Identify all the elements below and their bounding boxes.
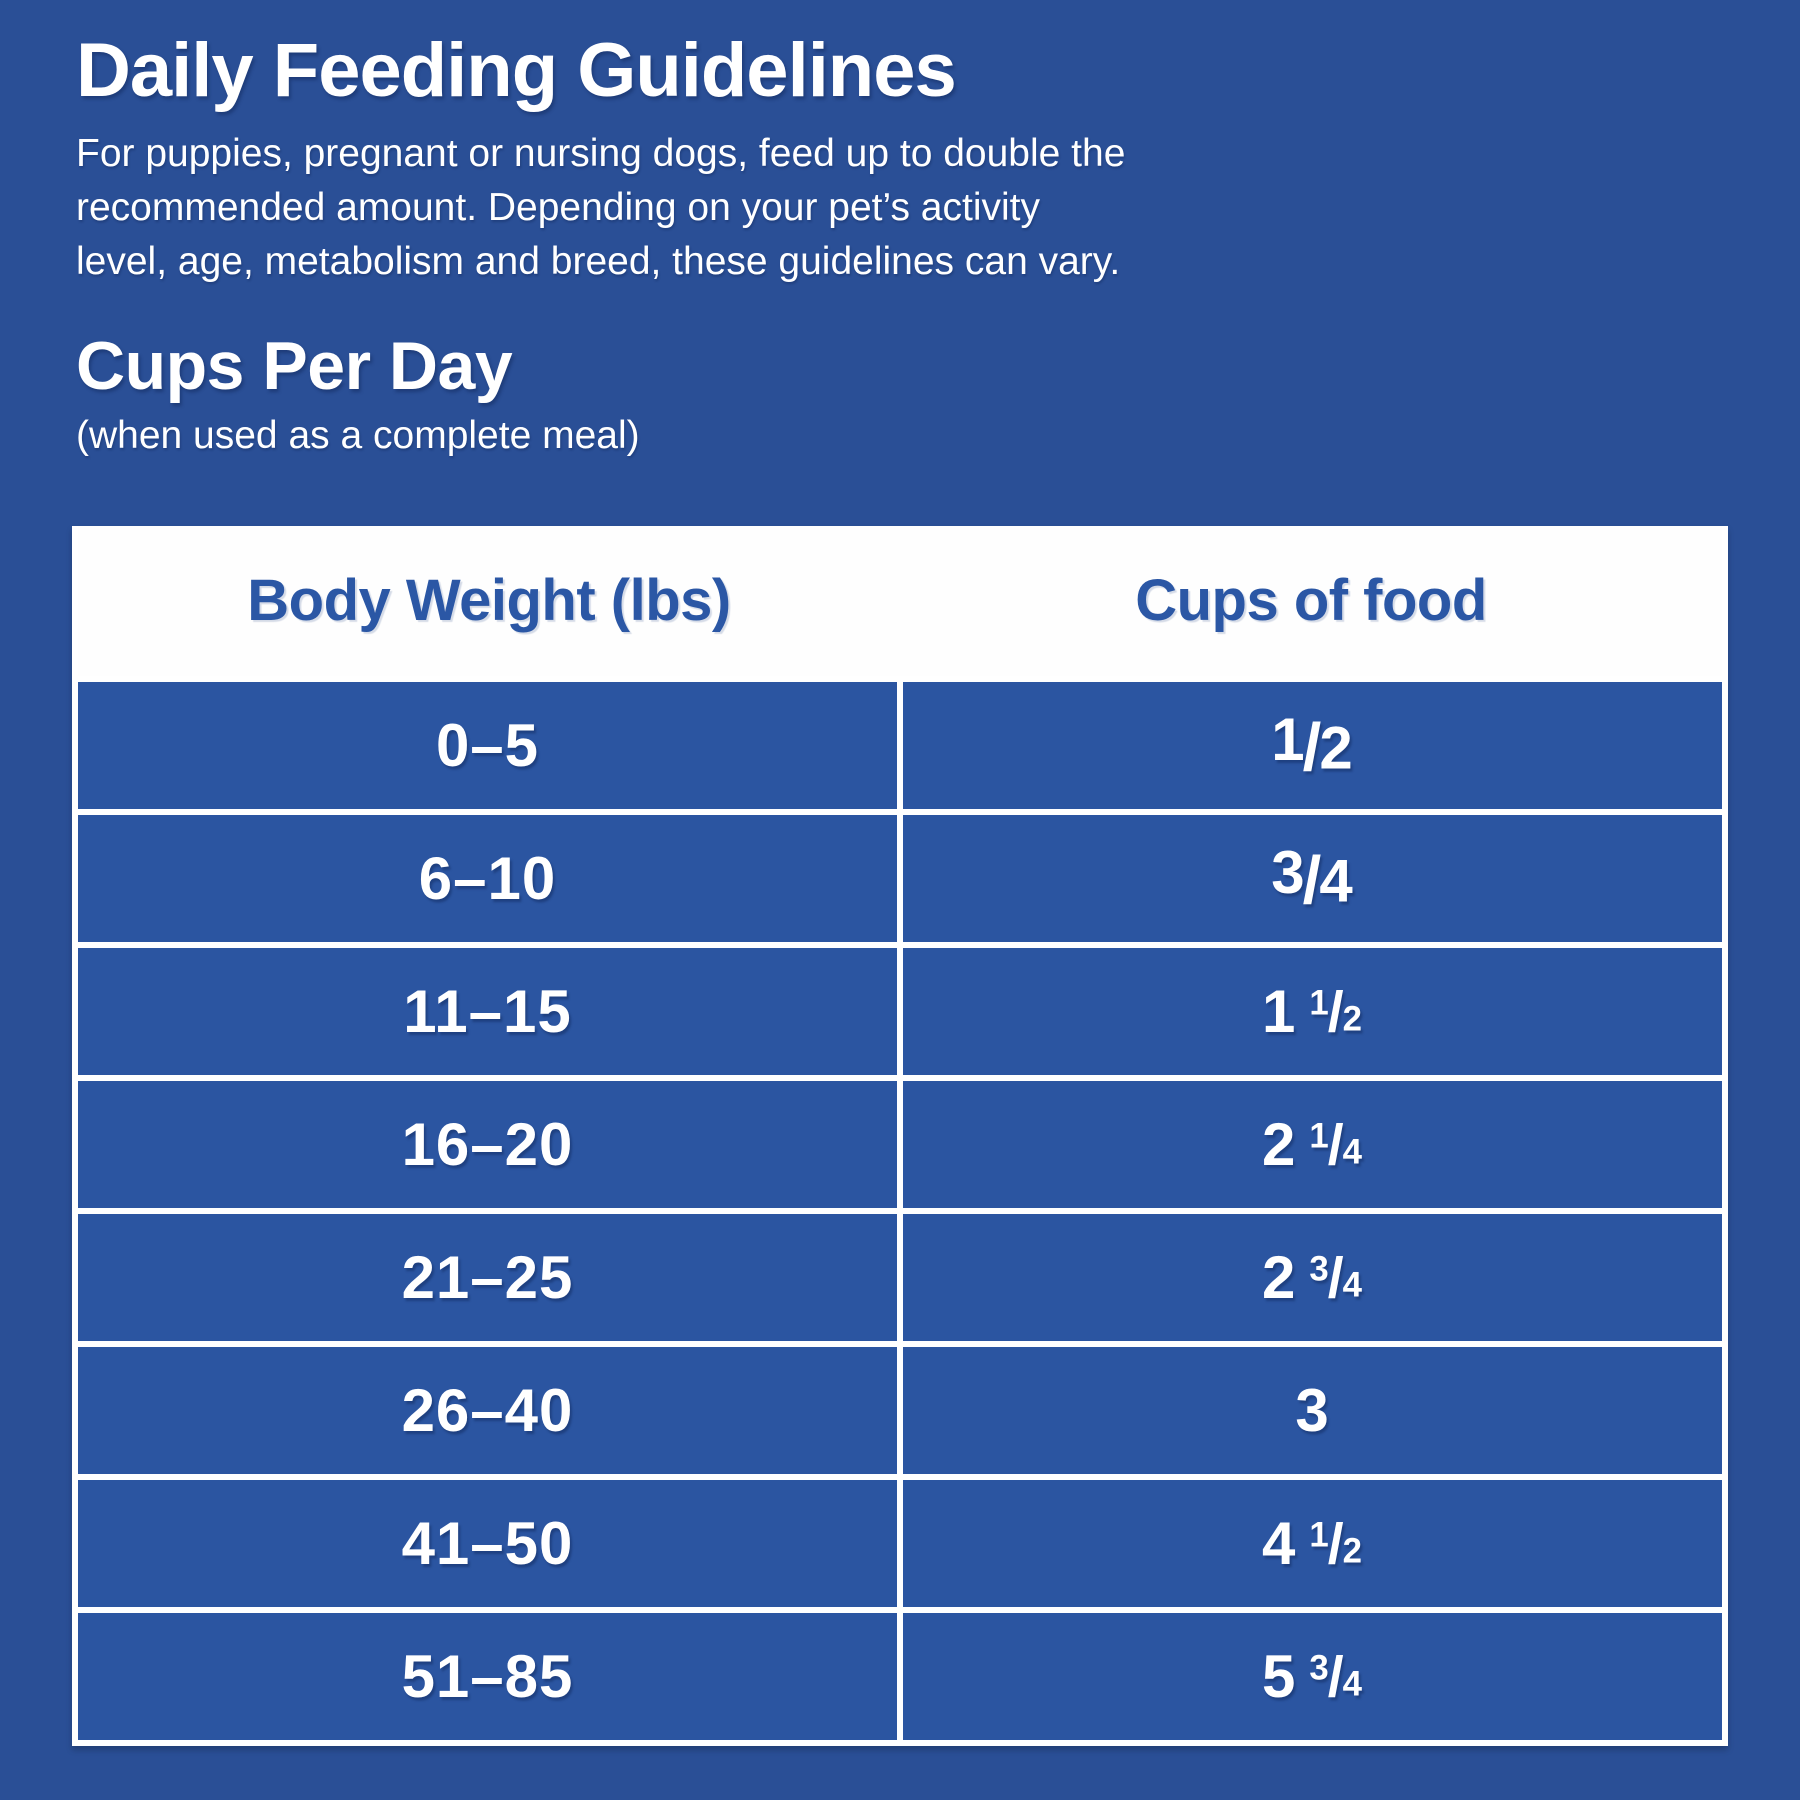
fraction-denominator: 4: [1342, 1132, 1363, 1172]
table-body: 0–5 1/2 6–10 3/4 11–15 1 1/2 16–20 2 1/4 21–25 2 3/4…: [78, 675, 1722, 1740]
fraction-numerator: 1: [1309, 1116, 1330, 1156]
fraction-denominator: 2: [1342, 1531, 1363, 1571]
fraction-numerator: 1: [1309, 1515, 1330, 1555]
weight-cell: 11–15: [78, 947, 903, 1075]
cups-cell: 5 3/4: [903, 1613, 1722, 1740]
cups-fraction: 1/2: [1271, 705, 1353, 787]
weight-cell: 21–25: [78, 1213, 903, 1341]
fraction-slash: /: [1327, 1644, 1345, 1709]
weight-cell: 6–10: [78, 814, 903, 942]
weight-cell: 0–5: [78, 681, 903, 809]
cups-cell: 1 1/2: [903, 948, 1722, 1075]
fraction-slash: /: [1302, 710, 1323, 786]
weight-cell: 26–40: [78, 1346, 903, 1474]
intro-text: For puppies, pregnant or nursing dogs, f…: [76, 127, 1728, 289]
page-title: Daily Feeding Guidelines: [76, 28, 957, 113]
fraction-slash: /: [1327, 979, 1345, 1044]
cups-fraction: 3/4: [1309, 1243, 1363, 1312]
cups-cell: 1/2: [903, 682, 1722, 809]
cups-whole-number: 3: [1295, 1376, 1330, 1444]
fraction-numerator: 1: [1271, 705, 1306, 773]
table-row: 16–20 2 1/4: [78, 1074, 1722, 1208]
cups-fraction: 1/2: [1309, 977, 1363, 1046]
cups-cell: 4 1/2: [903, 1480, 1722, 1607]
cups-whole-number: 2: [1262, 1243, 1297, 1311]
fraction-numerator: 3: [1309, 1249, 1330, 1289]
table-row: 11–15 1 1/2: [78, 941, 1722, 1075]
fraction-denominator: 4: [1342, 1265, 1363, 1305]
table-row: 41–50 4 1/2: [78, 1473, 1722, 1607]
col-header-cups-of-food: Cups of food: [1135, 568, 1487, 634]
cups-cell: 2 1/4: [903, 1081, 1722, 1208]
table-row: 26–40 3: [78, 1340, 1722, 1474]
table-row: 51–85 5 3/4: [78, 1606, 1722, 1740]
cups-per-day-heading: Cups Per Day: [76, 328, 513, 405]
table-row: 6–10 3/4: [78, 808, 1722, 942]
fraction-denominator: 4: [1342, 1664, 1363, 1704]
cups-cell: 3: [903, 1347, 1722, 1474]
cups-fraction: 3/4: [1271, 838, 1353, 920]
col-header-body-weight: Body Weight (lbs): [247, 568, 731, 634]
fraction-slash: /: [1302, 843, 1323, 919]
cups-whole-number: 1: [1262, 977, 1297, 1045]
weight-cell: 41–50: [78, 1479, 903, 1607]
fraction-slash: /: [1327, 1112, 1345, 1177]
intro-line-3: level, age, metabolism and breed, these …: [76, 240, 1121, 284]
feeding-guidelines-panel: Daily Feeding Guidelines For puppies, pr…: [72, 28, 1728, 1746]
intro-line-1: For puppies, pregnant or nursing dogs, f…: [76, 132, 1126, 176]
weight-cell: 51–85: [78, 1612, 903, 1740]
fraction-slash: /: [1327, 1245, 1345, 1310]
fraction-denominator: 4: [1319, 847, 1354, 914]
fraction-denominator: 2: [1342, 999, 1363, 1039]
cups-whole-number: 5: [1262, 1642, 1297, 1710]
fraction-numerator: 1: [1309, 983, 1330, 1023]
fraction-denominator: 2: [1319, 714, 1354, 781]
cups-fraction: 1/4: [1309, 1110, 1363, 1179]
cups-cell: 2 3/4: [903, 1214, 1722, 1341]
weight-cell: 16–20: [78, 1080, 903, 1208]
cups-fraction: 3/4: [1309, 1642, 1363, 1711]
fraction-numerator: 3: [1309, 1648, 1330, 1688]
cups-per-day-subtitle: (when used as a complete meal): [76, 413, 640, 457]
cups-cell: 3/4: [903, 815, 1722, 942]
cups-whole-number: 2: [1262, 1110, 1297, 1178]
cups-whole-number: 4: [1262, 1509, 1297, 1577]
feeding-table: Body Weight (lbs) Cups of food 0–5 1/2 6–1…: [72, 525, 1728, 1746]
intro-line-2: recommended amount. Depending on your pe…: [76, 186, 1040, 230]
fraction-slash: /: [1327, 1511, 1345, 1576]
cups-fraction: 1/2: [1309, 1509, 1363, 1578]
fraction-numerator: 3: [1271, 838, 1306, 906]
table-header-row: Body Weight (lbs) Cups of food: [78, 525, 1722, 676]
table-row: 0–5 1/2: [78, 675, 1722, 809]
table-row: 21–25 2 3/4: [78, 1207, 1722, 1341]
